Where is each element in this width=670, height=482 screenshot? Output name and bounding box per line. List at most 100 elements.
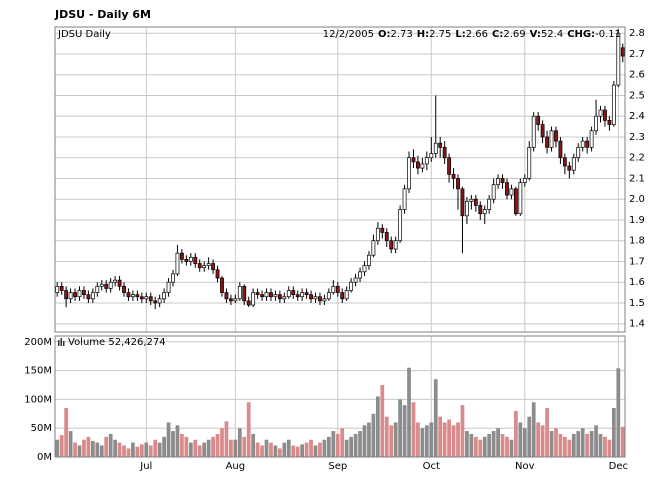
candle-body: [175, 252, 180, 275]
candle-body: [260, 294, 264, 298]
candle-body: [202, 265, 207, 269]
volume-bar: [99, 445, 104, 457]
volume-bar: [264, 439, 269, 457]
volume-bar: [82, 439, 86, 457]
volume-bar: [456, 422, 460, 457]
candle-body: [607, 120, 612, 125]
volume-bar: [255, 442, 260, 457]
info-line: 12/2/2005 O:2.73 H:2.75 L:2.66 C:2.69 V:52.4 C…: [323, 29, 621, 40]
volume-bar: [166, 422, 171, 457]
candle-body: [451, 173, 456, 179]
volume-bar: [278, 448, 282, 457]
candle-body: [603, 109, 607, 121]
volume-bar: [514, 410, 518, 457]
candle-body: [580, 140, 585, 148]
candle-body: [220, 277, 224, 293]
volume-bar: [460, 405, 465, 457]
volume-bar: [620, 426, 625, 457]
candle-body: [295, 294, 300, 298]
candle-body: [460, 188, 465, 217]
volume-bar: [554, 428, 558, 457]
volume-bar: [260, 445, 264, 457]
candle-body: [117, 279, 122, 287]
volume-bar: [113, 439, 117, 457]
candle-body: [344, 290, 349, 300]
candle-body: [304, 292, 309, 296]
price-panel-frame: [54, 26, 626, 333]
volume-bar: [335, 433, 340, 457]
x-tick-label: Dec: [609, 461, 628, 472]
candle-body: [362, 265, 367, 273]
volume-bar: [55, 439, 60, 457]
candle-body: [536, 115, 541, 125]
candle-body: [478, 205, 483, 215]
x-tick-label: Sep: [328, 461, 347, 472]
candle-body: [531, 115, 536, 148]
candle-body: [402, 188, 407, 210]
y-tick-label: 2.5: [629, 90, 645, 101]
volume-bar: [282, 442, 287, 457]
volume-bar: [344, 439, 349, 457]
volume-bar: [220, 428, 224, 457]
candle-body: [611, 84, 616, 125]
candle-body: [273, 294, 278, 298]
volume-bar: [184, 436, 189, 457]
info-field-label: L:: [455, 29, 465, 40]
volume-bar: [594, 425, 598, 457]
candle-body: [594, 115, 598, 132]
info-field-value: 52.4: [541, 29, 563, 40]
candle-body: [206, 263, 211, 266]
candle-body: [99, 283, 104, 287]
volume-bar: [607, 439, 612, 457]
volume-bar: [389, 425, 394, 457]
volume-bar: [558, 433, 563, 457]
candle-body: [90, 292, 95, 300]
volume-bar: [95, 442, 100, 457]
volume-bar: [420, 428, 425, 457]
volume-bar: [148, 445, 153, 457]
info-field-value: 2.73: [390, 29, 412, 40]
candle-body: [139, 296, 144, 300]
candle-body: [420, 163, 425, 169]
candle-body: [340, 292, 345, 300]
y-tick-label: 1.7: [629, 256, 645, 267]
volume-bar: [598, 433, 603, 457]
y-tick-label: 2.2: [629, 153, 645, 164]
volume-bar: [202, 442, 207, 457]
volume-bar: [571, 433, 576, 457]
volume-bar: [465, 431, 469, 457]
volume-bar: [309, 439, 313, 457]
candle-body: [375, 227, 380, 242]
candle-body: [576, 146, 581, 159]
y-tick-label: 200M: [24, 337, 52, 348]
candle-body: [554, 130, 558, 142]
volume-bar: [131, 442, 135, 457]
candle-body: [180, 252, 184, 260]
volume-bar: [473, 436, 478, 457]
candle-body: [246, 300, 251, 306]
candle-body: [367, 254, 371, 266]
candle-body: [513, 188, 518, 215]
volume-bar: [326, 436, 331, 457]
volume-bar: [589, 431, 594, 457]
y-tick-label: 150M: [24, 366, 52, 377]
y-tick-label: 100M: [24, 394, 52, 405]
volume-bar: [197, 445, 202, 457]
candle-body: [86, 294, 91, 300]
volume-bar: [567, 439, 572, 457]
candle-body: [416, 161, 420, 169]
volume-bar: [509, 439, 514, 457]
volume-bar: [416, 422, 420, 457]
candle-body: [291, 290, 296, 296]
x-tick-label: Oct: [423, 461, 440, 472]
volume-bar: [402, 405, 407, 457]
volume-bar: [59, 435, 64, 457]
candle-body: [113, 279, 118, 283]
volume-bar: [522, 428, 527, 457]
volume-bar: [229, 439, 233, 457]
candle-body: [318, 296, 322, 302]
candle-body: [193, 256, 198, 264]
volume-bar: [585, 433, 590, 457]
candle-body: [282, 296, 287, 300]
